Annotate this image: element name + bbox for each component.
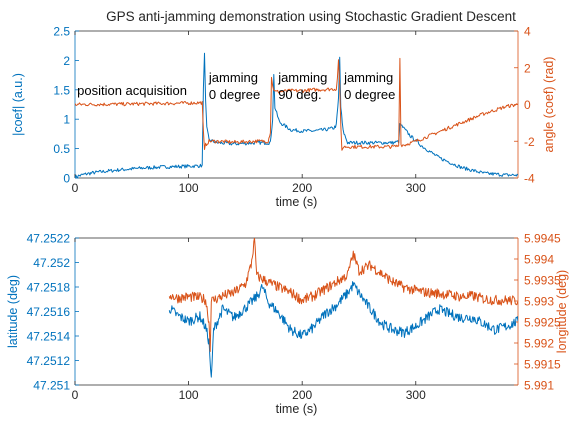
left-y-tick-label: 47.251 [33,379,70,393]
x-tick-label: 0 [72,181,79,195]
x-tick-label: 300 [406,388,426,402]
x-tick-label: 300 [406,181,426,195]
right-y-tick-label: 5.993 [524,295,554,309]
series-group [168,238,518,378]
left-axis-series-line [75,52,518,178]
left-y-tick-label: 1 [63,113,70,127]
left-y-tick-label: 47.2514 [27,330,71,344]
annotation-line-2: 90 deg. [278,87,321,102]
left-y-tick-label: 47.2518 [27,281,71,295]
right-y-tick-label: 5.991 [524,379,554,393]
annotation-line-1: jamming [208,70,258,85]
right-axis-series-line [168,238,518,352]
series-group [75,52,518,178]
right-y-axis-label: longitude (deg) [555,270,569,353]
left-y-tick-label: 47.252 [33,256,70,270]
annotation-line-2: 0 degree [344,87,395,102]
x-tick-label: 200 [292,388,312,402]
right-y-tick-label: 5.9925 [524,316,561,330]
left-y-tick-label: 47.2512 [27,354,71,368]
right-y-tick-label: 5.992 [524,337,554,351]
right-axis-series-line [75,57,518,151]
left-y-tick-label: 0.5 [53,142,70,156]
right-y-tick-label: 0 [524,98,531,112]
x-axis-label: time (s) [276,402,318,416]
right-y-tick-label: 2 [524,61,531,75]
right-y-tick-label: -4 [524,172,535,186]
left-y-axis-label: |coef| (a.u.) [11,73,25,136]
left-y-tick-label: 2 [63,54,70,68]
right-y-tick-label: -2 [524,135,535,149]
annotation-line-2: 0 degree [209,87,260,102]
x-tick-label: 100 [179,388,199,402]
top-panel: 0 100 200 300 time (s) 0 0.5 1 1.5 2 2.5 |coef| (a.… [11,25,556,210]
left-y-tick-label: 2.5 [53,25,70,39]
right-y-axis-label: angle (coef) (rad) [542,57,556,153]
right-y-tick-label: 4 [524,25,531,39]
left-y-tick-label: 47.2516 [27,305,71,319]
left-y-tick-label: 0 [63,172,70,186]
annotation-line-1: position acquisition [77,83,187,98]
x-axis-label: time (s) [276,195,318,209]
left-y-tick-label: 1.5 [53,83,70,97]
annotation-line-1: jamming [277,70,327,85]
right-y-tick-label: 5.9915 [524,358,561,372]
left-y-tick-label: 47.2522 [27,232,71,246]
x-tick-label: 200 [292,181,312,195]
figure-title: GPS anti-jamming demonstration using Sto… [106,9,516,24]
x-tick-label: 0 [72,388,79,402]
left-y-axis-label: latitude (deg) [6,275,20,348]
right-y-tick-label: 5.994 [524,253,554,267]
left-axis-series-line [168,281,518,378]
annotation-line-1: jamming [343,70,393,85]
x-tick-label: 100 [179,181,199,195]
bottom-panel: 0 100 200 300 time (s) 47.251 47.2512 47.2514 47… [6,232,569,417]
right-y-tick-label: 5.9935 [524,274,561,288]
right-y-tick-label: 5.9945 [524,232,561,246]
